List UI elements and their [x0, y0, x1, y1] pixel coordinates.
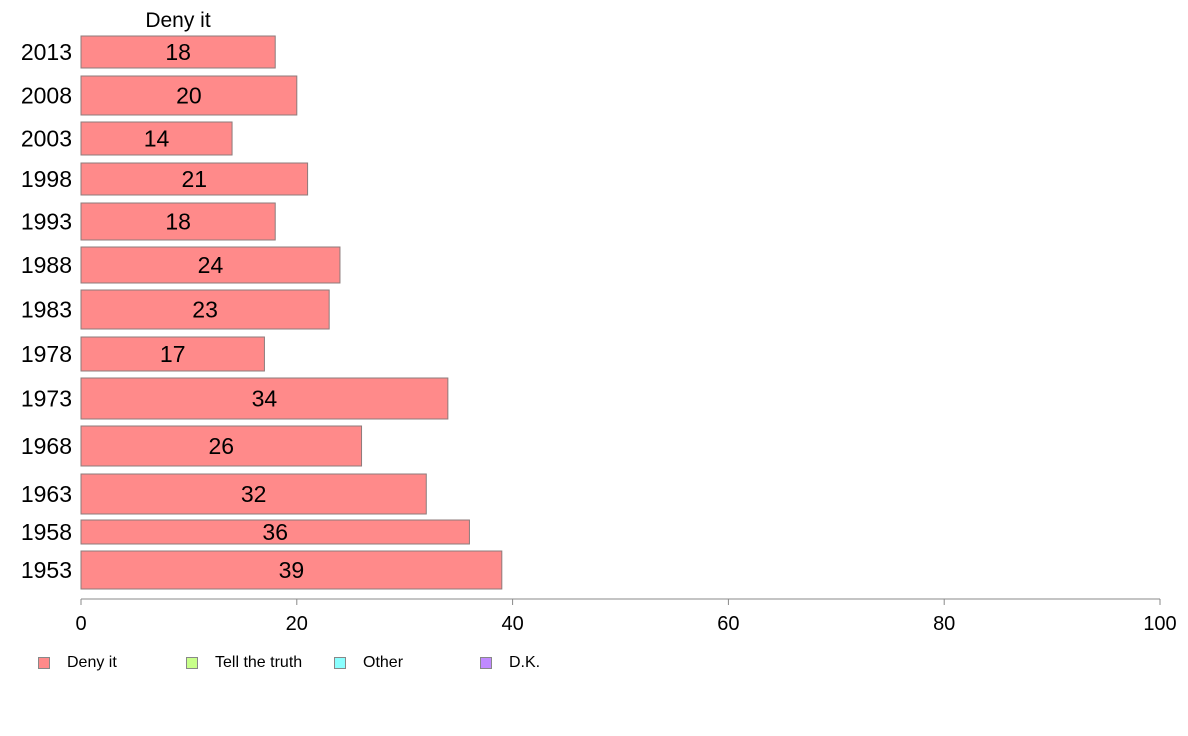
x-tick-label: 60	[717, 613, 739, 635]
legend-swatch	[186, 657, 198, 669]
legend: Deny it Tell the truth Other D.K.	[38, 652, 540, 674]
data-label: 17	[160, 341, 186, 367]
legend-swatch	[480, 657, 492, 669]
data-label: 20	[176, 83, 202, 109]
bar-1983	[80, 289, 330, 330]
bar-1998	[80, 162, 309, 196]
legend-label: Deny it	[67, 654, 117, 671]
data-label: 18	[165, 209, 191, 235]
data-label: 21	[181, 166, 207, 192]
legend-label: D.K.	[509, 654, 541, 671]
bar-2013	[80, 35, 276, 69]
legend-label: Tell the truth	[215, 654, 303, 671]
bar-1968	[80, 425, 363, 467]
column-title: Deny it	[145, 9, 211, 32]
x-tick-label: 100	[1143, 613, 1176, 635]
data-label: 26	[208, 433, 234, 459]
bar-1973	[80, 377, 449, 420]
legend-swatch	[334, 657, 346, 669]
bar-1978	[80, 336, 265, 372]
data-label: 36	[262, 519, 288, 545]
x-axis: 0 20 40 60 80 100	[75, 598, 1177, 635]
legend-item-dk: D.K.	[480, 654, 540, 672]
x-tick-label: 0	[75, 613, 86, 635]
bars-group: 2013 18 2008 20 2003 14 1998 21 1993 18 1988 24 1983…	[21, 35, 503, 590]
bar-1988	[80, 246, 341, 284]
legend-item-tell-the-truth: Tell the truth	[186, 654, 334, 672]
data-label: 34	[252, 386, 278, 412]
category-label: 1953	[21, 557, 72, 583]
category-label: 1988	[21, 252, 72, 278]
bar-1993	[80, 202, 276, 241]
x-tick-label: 40	[501, 613, 523, 635]
bar-2003	[80, 121, 233, 156]
category-label: 1973	[21, 386, 72, 412]
category-label: 1983	[21, 297, 72, 323]
category-label: 2008	[21, 83, 72, 109]
category-label: 2003	[21, 126, 72, 152]
data-label: 23	[192, 297, 218, 323]
category-label: 1968	[21, 433, 72, 459]
bar-1958	[80, 519, 470, 545]
data-label: 18	[165, 39, 191, 65]
legend-label: Other	[363, 654, 404, 671]
category-label: 1993	[21, 209, 72, 235]
legend-swatch	[38, 657, 50, 669]
data-label: 24	[198, 252, 224, 278]
x-tick-label: 20	[286, 613, 308, 635]
category-label: 1998	[21, 166, 72, 192]
data-label: 39	[279, 557, 305, 583]
data-label: 14	[144, 126, 170, 152]
x-tick-label: 80	[933, 613, 955, 635]
category-label: 2013	[21, 39, 72, 65]
category-label: 1978	[21, 341, 72, 367]
legend-item-deny-it: Deny it	[38, 654, 186, 672]
bar-1963	[80, 473, 427, 515]
category-label: 1958	[21, 519, 72, 545]
data-label: 32	[241, 481, 267, 507]
bar-2008	[80, 75, 298, 116]
bar-1953	[80, 550, 503, 590]
category-label: 1963	[21, 481, 72, 507]
legend-item-other: Other	[334, 654, 480, 672]
